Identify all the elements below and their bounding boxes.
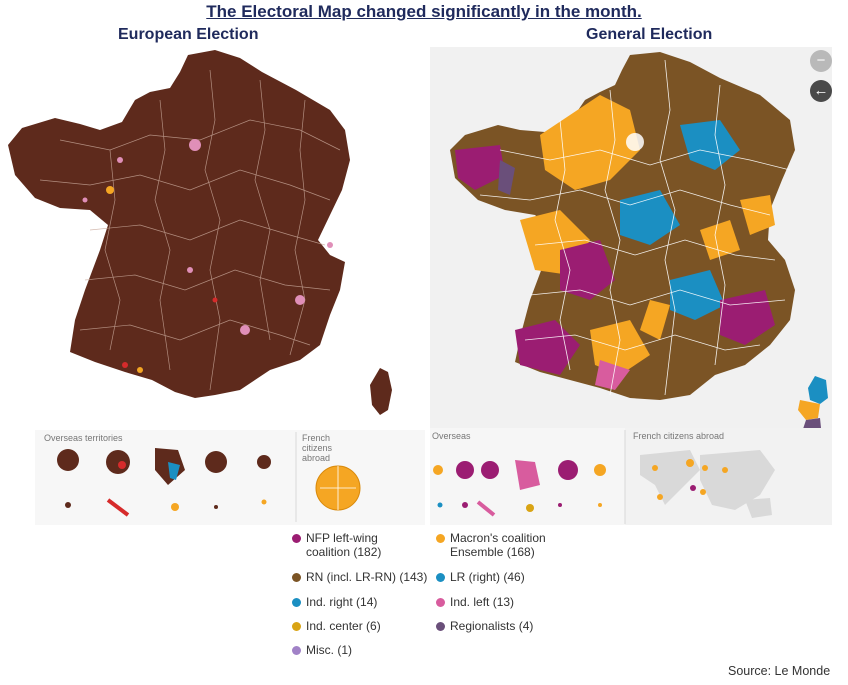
european-overseas-territories (57, 448, 271, 517)
legend-swatch-misc (292, 646, 301, 655)
legend-label-nfp-line2: coalition (182) (306, 545, 382, 559)
legend-item-ensemble: Macron's coalition Ensemble (168) (436, 531, 546, 559)
european-election-title: European Election (118, 26, 259, 43)
legend-item-ind-right: Ind. right (14) (292, 595, 377, 609)
legend-swatch-ind-left (436, 598, 445, 607)
legend-label-nfp-line1: NFP left-wing (306, 531, 378, 545)
legend-swatch-lr (436, 573, 445, 582)
back-button[interactable]: ← (810, 80, 832, 102)
legend-swatch-ind-right (292, 598, 301, 607)
legend-item-lr: LR (right) (46) (436, 570, 525, 584)
european-overseas-box (35, 430, 425, 525)
legend-item-nfp: NFP left-wing coalition (182) (292, 531, 381, 559)
legend-label-regionalists: Regionalists (4) (450, 619, 534, 633)
legend-label-ind-left: Ind. left (13) (450, 595, 515, 609)
legend-label-misc: Misc. (1) (306, 643, 352, 657)
legend-label-lr: LR (right) (46) (450, 570, 525, 584)
legend-swatch-ensemble (436, 534, 445, 543)
general-election-map-panel (430, 47, 832, 525)
legend-item-rn: RN (incl. LR-RN) (143) (292, 570, 427, 584)
general-election-title: General Election (586, 26, 713, 43)
legend-item-misc: Misc. (1) (292, 643, 352, 657)
zoom-out-button[interactable]: − (810, 50, 832, 72)
legend-item-ind-center: Ind. center (6) (292, 619, 381, 633)
european-abroad-label: French citizens abroad (302, 433, 333, 463)
european-corsica (370, 368, 392, 415)
legend-label-ensemble-line2: Ensemble (168) (450, 545, 535, 559)
legend-item-ind-left: Ind. left (13) (436, 595, 514, 609)
european-minor-party-patches (82, 139, 333, 373)
general-abroad-label: French citizens abroad (633, 431, 725, 441)
legend-label-rn: RN (incl. LR-RN) (143) (306, 570, 428, 584)
legend-label-ind-right: Ind. right (14) (306, 595, 378, 609)
legend-label-ensemble-line1: Macron's coalition (450, 531, 546, 545)
european-overseas-label: Overseas territories (44, 433, 123, 443)
european-mainland (8, 50, 350, 398)
european-abroad-globe (315, 465, 361, 511)
general-overseas-label: Overseas (432, 431, 471, 441)
page-title: The Electoral Map changed significantly … (206, 2, 642, 21)
legend-item-regionalists: Regionalists (4) (436, 619, 533, 633)
legend-swatch-ind-center (292, 622, 301, 631)
legend-swatch-nfp (292, 534, 301, 543)
legend-swatch-rn (292, 573, 301, 582)
source-credit: Source: Le Monde (728, 664, 831, 678)
legend-label-ind-center: Ind. center (6) (306, 619, 381, 633)
legend-swatch-regionalists (436, 622, 445, 631)
